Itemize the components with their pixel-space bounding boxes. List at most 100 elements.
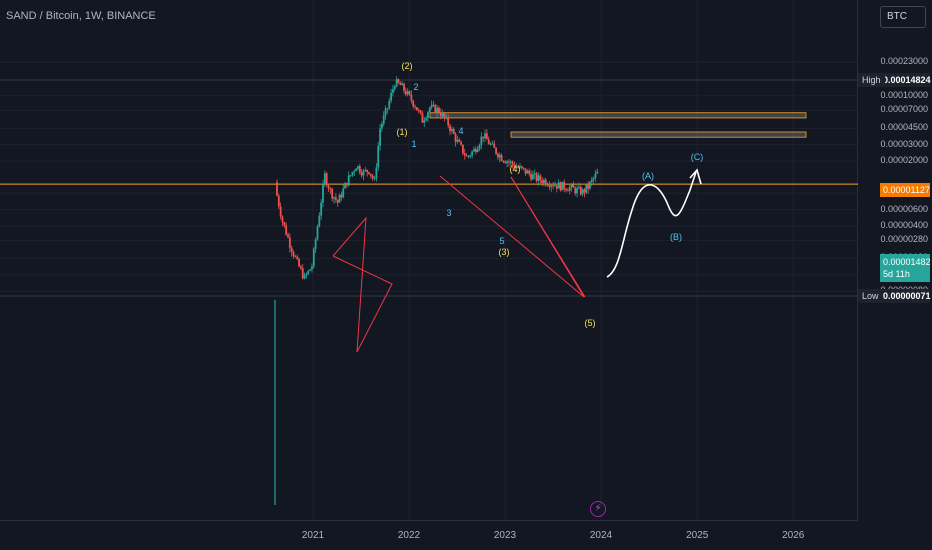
resistance-zone bbox=[510, 131, 807, 138]
candle-body bbox=[373, 178, 376, 180]
candle-body bbox=[541, 180, 543, 184]
candle-body bbox=[428, 107, 431, 113]
projection-arrowhead bbox=[689, 168, 702, 185]
candle-body bbox=[531, 174, 534, 180]
candle-body bbox=[290, 247, 293, 252]
candle-body bbox=[469, 155, 472, 157]
currency-button[interactable]: BTC bbox=[880, 6, 926, 28]
candle-body bbox=[572, 184, 575, 188]
candle-body bbox=[552, 185, 555, 187]
falling-wedge-lower bbox=[510, 176, 586, 298]
level-price-tag: 0.00001127 bbox=[880, 183, 930, 198]
low-price-tag: 0.00000071 bbox=[880, 288, 931, 303]
candle-body bbox=[576, 188, 578, 194]
candle-body bbox=[579, 186, 582, 195]
candle-body bbox=[390, 92, 393, 101]
price-tick-label: 0.00003000 bbox=[880, 138, 928, 149]
projection-path bbox=[606, 171, 697, 278]
candle-body bbox=[351, 171, 354, 176]
candle-body bbox=[585, 184, 588, 193]
candle-body bbox=[554, 185, 556, 187]
candle-body bbox=[578, 186, 580, 189]
candle-body bbox=[336, 199, 339, 203]
candle-body bbox=[410, 94, 413, 101]
candle-body bbox=[544, 179, 547, 185]
candle-body bbox=[533, 173, 536, 175]
candle-body bbox=[340, 194, 343, 198]
candle-body bbox=[276, 181, 278, 196]
candle-body bbox=[298, 259, 300, 267]
time-tick-label: 2025 bbox=[686, 530, 709, 541]
candle-body bbox=[506, 161, 509, 164]
candle-body bbox=[322, 184, 324, 203]
candle-body bbox=[570, 184, 573, 188]
candle-body bbox=[502, 160, 505, 162]
candle-body bbox=[427, 112, 429, 119]
price-tick-label: 0.00000400 bbox=[880, 220, 928, 231]
candle-body bbox=[443, 113, 446, 118]
candle-body bbox=[583, 189, 586, 193]
candle-body bbox=[333, 197, 335, 199]
time-axis[interactable] bbox=[0, 520, 858, 550]
projection-label: (C) bbox=[691, 152, 704, 162]
candle-body bbox=[447, 117, 450, 126]
lightning-icon[interactable]: ⚡ bbox=[590, 501, 606, 517]
candle-body bbox=[342, 188, 345, 198]
candle-body bbox=[496, 153, 499, 158]
candle-body bbox=[283, 222, 286, 226]
candle-body bbox=[395, 79, 398, 87]
candle-body bbox=[307, 270, 310, 275]
candle-body bbox=[524, 168, 527, 174]
candle-body bbox=[279, 206, 282, 217]
candle-body bbox=[325, 173, 328, 186]
candle-body bbox=[439, 112, 442, 117]
candle-body bbox=[430, 104, 433, 108]
bar-countdown: 5d 11h bbox=[883, 269, 910, 279]
price-tick-label: 0.00000280 bbox=[880, 234, 928, 245]
candle-body bbox=[421, 112, 424, 123]
candle-body bbox=[417, 110, 420, 112]
wave-label-major: (5) bbox=[585, 318, 596, 328]
candle-body bbox=[334, 197, 337, 200]
candle-body bbox=[535, 173, 538, 181]
candle-body bbox=[357, 166, 359, 169]
candle-body bbox=[296, 256, 299, 260]
candle-body bbox=[504, 161, 507, 164]
wave-label-major: (4) bbox=[510, 164, 521, 174]
candle-body bbox=[329, 188, 332, 190]
candle-body bbox=[360, 172, 363, 176]
candle-body bbox=[491, 143, 494, 145]
candle-body bbox=[366, 169, 369, 173]
candle-body bbox=[462, 144, 464, 154]
last-price-value: 0.00001482 bbox=[883, 257, 931, 267]
candle-body bbox=[508, 161, 510, 163]
candle-body bbox=[587, 184, 590, 189]
candle-body bbox=[320, 202, 323, 216]
candle-body bbox=[460, 141, 462, 145]
low-label: Low bbox=[858, 288, 883, 303]
candle-body bbox=[441, 113, 444, 117]
candle-body bbox=[509, 161, 512, 163]
candle-body bbox=[292, 251, 295, 257]
price-chart[interactable]: (1) (2) (3) (4) (5) 1 2 3 4 5 (A) (B) (C) bbox=[0, 0, 858, 520]
chart-area[interactable]: (1) (2) (3) (4) (5) 1 2 3 4 5 (A) (B) (C) SAND / Bit… bbox=[0, 0, 858, 520]
candle-body bbox=[543, 179, 545, 184]
candle-body bbox=[382, 115, 385, 124]
price-tick-label: 0.00004500 bbox=[880, 122, 928, 133]
candle-body bbox=[563, 181, 566, 189]
candle-body bbox=[316, 226, 319, 240]
price-tick-label: 0.00000600 bbox=[880, 203, 928, 214]
candle-body bbox=[403, 83, 405, 91]
candle-body bbox=[452, 129, 455, 134]
candle-body bbox=[473, 148, 475, 152]
candle-body bbox=[318, 215, 321, 227]
candle-body bbox=[467, 155, 470, 157]
candle-body bbox=[581, 189, 584, 195]
candle-body bbox=[369, 173, 372, 176]
candle-body bbox=[465, 155, 468, 157]
candle-body bbox=[294, 256, 297, 258]
candle-body bbox=[303, 274, 306, 279]
candle-body bbox=[384, 108, 387, 116]
candle-body bbox=[487, 139, 490, 145]
candle-body bbox=[397, 79, 400, 83]
